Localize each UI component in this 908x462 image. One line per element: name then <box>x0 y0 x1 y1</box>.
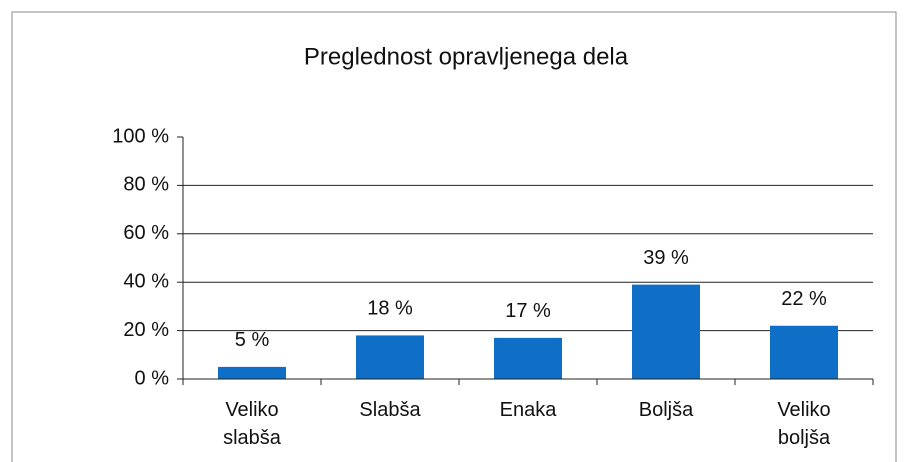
bar <box>632 284 700 379</box>
chart-title: Preglednost opravljenega dela <box>304 43 629 70</box>
y-tick-label: 80 % <box>123 174 169 196</box>
y-tick-label: 40 % <box>123 270 169 292</box>
y-tick-label: 60 % <box>123 222 169 244</box>
value-label: 22 % <box>781 288 827 310</box>
x-tick-label: Slabša <box>359 399 421 421</box>
bar <box>494 337 562 379</box>
x-tick-label: Veliko boljša <box>777 399 831 449</box>
value-label: 18 % <box>367 298 413 320</box>
x-tick-label: Boljša <box>639 399 694 421</box>
chart-frame <box>11 11 897 462</box>
y-tick-label: 0 % <box>135 367 170 389</box>
bar <box>356 335 424 379</box>
value-label: 5 % <box>235 329 270 351</box>
bar <box>218 366 286 379</box>
value-label: 17 % <box>505 300 551 322</box>
y-tick-label: 100 % <box>112 125 169 147</box>
x-tick-label: Enaka <box>500 399 558 421</box>
bar <box>770 325 838 379</box>
value-label: 39 % <box>643 247 689 269</box>
x-tick-label: Veliko slabša <box>223 399 282 449</box>
y-tick-label: 20 % <box>123 319 169 341</box>
